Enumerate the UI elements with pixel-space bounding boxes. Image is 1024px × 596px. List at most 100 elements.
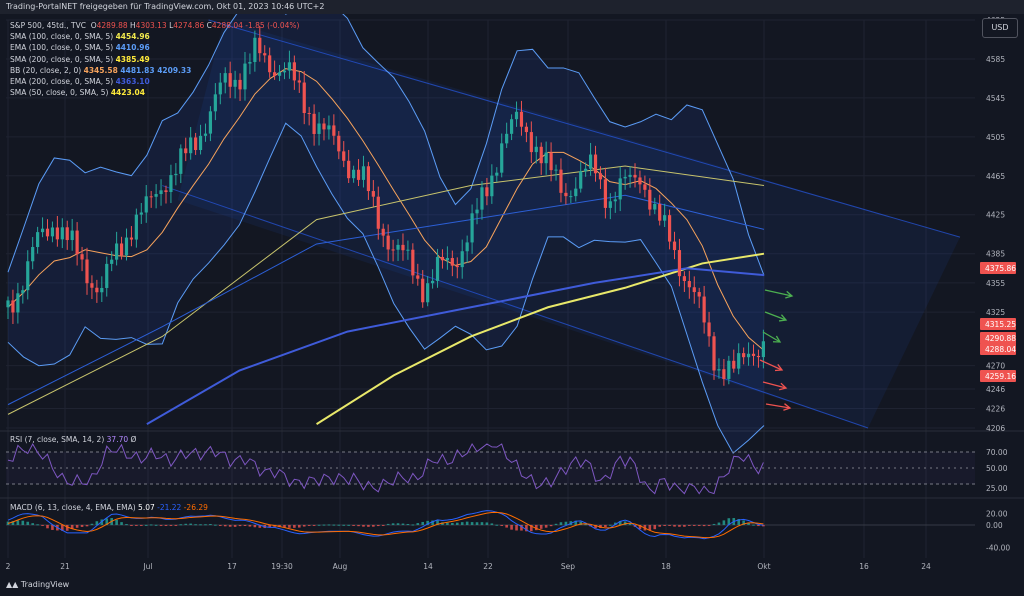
indicator-row[interactable]: SMA (100, close, 0, SMA, 5) 4454.96: [10, 31, 299, 42]
indicator-row[interactable]: EMA (100, close, 0, SMA, 5) 4410.96: [10, 42, 299, 53]
candle-body: [574, 188, 578, 197]
annotation-arrow: [764, 311, 787, 321]
candle-body: [500, 143, 504, 173]
macd-histogram-bar: [228, 524, 232, 527]
candle-body: [658, 204, 662, 221]
candle-body: [751, 353, 756, 356]
macd-histogram-bar: [307, 524, 311, 526]
ma-line-2: [316, 252, 765, 425]
candle-body: [593, 154, 598, 174]
candle-body: [342, 151, 346, 161]
macd-histogram-bar: [510, 524, 513, 530]
ohlc-low: 4274.86: [173, 21, 205, 30]
macd-histogram-bar: [65, 524, 69, 531]
candle-body: [198, 135, 203, 151]
candle-body: [421, 278, 425, 303]
macd-signal-value: -26.29: [183, 503, 208, 512]
symbol-name: S&P 500, 45td., TVC: [10, 21, 86, 30]
macd-histogram-bar: [218, 524, 222, 526]
footer-brand[interactable]: ▲▲ TradingView: [6, 580, 69, 589]
candle-body: [727, 360, 731, 379]
macd-histogram-bar: [337, 524, 341, 526]
macd-histogram-bar: [549, 524, 553, 527]
indicator-value: 4209.33: [157, 65, 192, 75]
candle-body: [509, 119, 514, 134]
indicator-row[interactable]: SMA (50, close, 0, SMA, 5) 4423.04: [10, 87, 299, 98]
macd-histogram-bar: [668, 524, 671, 526]
candle-body: [268, 55, 272, 73]
y-tick-label: 4585: [986, 55, 1005, 64]
candle-body: [40, 228, 45, 233]
macd-histogram-bar: [401, 523, 405, 525]
indicator-value: 4423.04: [110, 88, 145, 98]
rsi-tick-label: 25.00: [986, 484, 1008, 493]
y-tick-label: 4226: [986, 405, 1005, 414]
macd-histogram-bar: [209, 524, 212, 526]
macd-histogram-bar: [243, 524, 247, 526]
candle-body: [761, 341, 765, 358]
candle-body: [277, 72, 282, 76]
macd-histogram-bar: [293, 524, 296, 528]
macd-histogram-bar: [525, 524, 528, 532]
candle-body: [732, 360, 736, 369]
indicator-value: 4385.49: [115, 54, 150, 64]
candle-body: [682, 276, 686, 282]
candle-body: [110, 259, 114, 264]
candle-body: [450, 258, 454, 266]
macd-histogram-bar: [223, 524, 227, 527]
macd-histogram-bar: [688, 524, 691, 526]
candle-body: [70, 230, 74, 241]
macd-histogram-bar: [722, 520, 726, 525]
macd-histogram-bar: [16, 520, 20, 525]
indicator-row[interactable]: BB (20, close, 2, 0) 4345.58 4481.83 420…: [10, 65, 299, 76]
macd-histogram-bar: [554, 523, 558, 525]
macd-histogram-bar: [406, 523, 410, 525]
candle-body: [440, 256, 445, 261]
indicator-value: 4410.96: [115, 43, 150, 53]
candle-body: [258, 37, 262, 54]
macd-histogram-bar: [455, 522, 459, 525]
candle-body: [455, 265, 459, 268]
macd-histogram-bar: [164, 524, 168, 526]
candle-body: [100, 287, 104, 293]
candle-body: [21, 290, 25, 294]
macd-histogram-bar: [21, 520, 25, 525]
macd-signal-line: [7, 511, 764, 539]
macd-histogram-bar: [179, 524, 183, 526]
macd-histogram-bar: [327, 524, 331, 526]
price-chart[interactable]: 4625458545454505446544254385435543254270…: [0, 14, 1024, 580]
candle-body: [707, 322, 711, 337]
indicator-row[interactable]: EMA (200, close, 0, SMA, 5) 4363.10: [10, 76, 299, 87]
macd-histogram-bar: [515, 524, 518, 531]
macd-histogram-bar: [742, 520, 745, 525]
indicator-row[interactable]: SMA (200, close, 0, SMA, 5) 4385.49: [10, 54, 299, 65]
candle-body: [376, 196, 380, 229]
price-tag: [980, 318, 1016, 330]
legend-symbol-row[interactable]: S&P 500, 45td., TVC O4289.88 H4303.13 L4…: [10, 21, 300, 30]
macd-histogram-bar: [144, 524, 148, 526]
macd-histogram-bar: [618, 521, 622, 525]
macd-histogram-bar: [36, 524, 39, 526]
price-tag-label: 4290.88: [985, 334, 1016, 343]
candle-body: [347, 160, 351, 179]
currency-button[interactable]: USD: [982, 18, 1018, 38]
macd-legend[interactable]: MACD (6, 13, close, 4, EMA, EMA) 5.07 -2…: [10, 503, 208, 512]
candle-body: [401, 244, 405, 251]
rsi-legend[interactable]: RSI (7, close, SMA, 14, 2) 37.70 Ø: [10, 435, 136, 444]
x-tick-label: 24: [921, 562, 931, 571]
macd-histogram-bar: [11, 521, 15, 525]
ohlc-change: -1.85 (-0.04%): [245, 21, 300, 30]
price-tag-label: 4288.04: [985, 345, 1016, 354]
macd-histogram-bar: [125, 524, 128, 526]
price-tag-label: 4259.16: [985, 372, 1016, 381]
macd-histogram-bar: [692, 524, 696, 526]
macd-histogram-bar: [500, 524, 504, 526]
macd-histogram-bar: [683, 524, 686, 527]
candle-body: [124, 237, 129, 256]
macd-histogram-bar: [302, 524, 306, 527]
x-tick-label: 16: [859, 562, 869, 571]
macd-tick-label: 0.00: [986, 521, 1003, 530]
candle-body: [411, 249, 415, 276]
candle-body: [203, 133, 208, 136]
candle-body: [608, 201, 612, 208]
